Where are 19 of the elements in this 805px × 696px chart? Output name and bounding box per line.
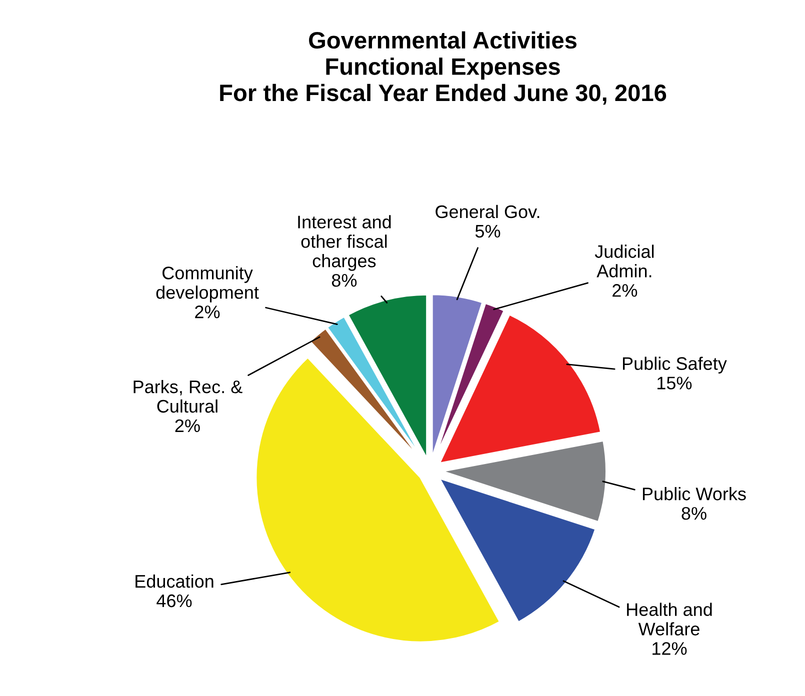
slice-label: General Gov. [436, 204, 540, 218]
slice-label: Parks, Rec. & Cultural [134, 380, 242, 413]
data-label: 2% [175, 419, 200, 432]
data-label: 46% [156, 594, 192, 608]
data-label: 8% [332, 274, 357, 287]
slice-label: Community development [156, 266, 259, 302]
data-label: 5% [475, 224, 500, 238]
chart-title: Governmental Activities Functional Expenses For the Fiscal Year Ended June 30, 2016 [220, 31, 666, 105]
data-label: 15% [658, 376, 692, 390]
slice-label: Judicial Admin. [594, 244, 654, 278]
data-label: 8% [682, 506, 706, 520]
slice-label: Public Safety [622, 356, 727, 374]
data-label: 2% [612, 284, 638, 297]
slice-label: Interest and other fiscal charges [298, 215, 391, 271]
slice-label: Education [136, 574, 214, 588]
data-label: 2% [195, 306, 220, 318]
data-label: 12% [652, 642, 687, 655]
slice-label: Public Works [642, 487, 746, 500]
slice-label: Health and Welfare [627, 602, 712, 636]
